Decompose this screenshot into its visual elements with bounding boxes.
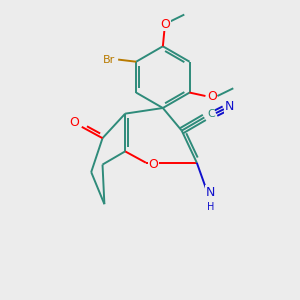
Text: O: O xyxy=(207,89,217,103)
Text: O: O xyxy=(160,17,170,31)
Text: N: N xyxy=(224,100,234,113)
Text: O: O xyxy=(69,116,79,129)
Text: Br: Br xyxy=(103,55,115,64)
Text: O: O xyxy=(149,158,158,171)
Text: C: C xyxy=(207,109,214,119)
Text: N: N xyxy=(206,186,215,199)
Text: H: H xyxy=(207,202,214,212)
